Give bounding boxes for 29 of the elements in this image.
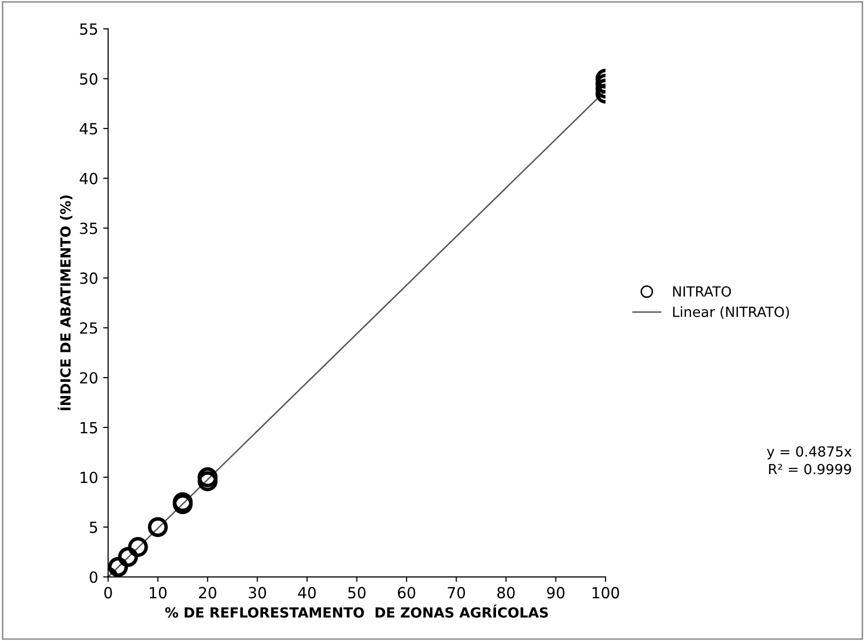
x-tick-label: 10 [150, 586, 167, 598]
y-tick-label: 20 [80, 372, 98, 384]
y-tick-label: 55 [80, 24, 98, 35]
text: R² = 0.9999 [769, 464, 852, 474]
y-tick-label: 45 [80, 123, 98, 135]
x-tick-label: 50 [348, 586, 366, 598]
x-tick-label: 0 [104, 586, 112, 598]
x-tick-label: 100 [592, 586, 620, 598]
y-tick-label: 35 [80, 222, 98, 234]
legend-label: Linear (NITRATO) [673, 306, 789, 319]
x-tick-label: 60 [398, 586, 416, 598]
y-tick-label: 0 [90, 571, 98, 583]
y-axis-title: ÍNDICE DE ABATIMENTO (%) [58, 195, 72, 410]
y-tick-label: 40 [80, 172, 98, 184]
x-tick-label: 40 [298, 586, 316, 598]
legend-label: NITRATO [673, 286, 731, 297]
x-tick-label: 20 [199, 586, 216, 598]
y-tick-label: 5 [90, 522, 98, 534]
y-tick-label: 15 [80, 422, 98, 434]
y-tick-label: 50 [80, 73, 98, 85]
x-tick-label: 80 [497, 586, 515, 598]
x-tick-label: 90 [547, 586, 564, 598]
x-tick-label: 70 [448, 586, 465, 598]
y-tick-label: 30 [80, 272, 98, 284]
x-axis-title: % DE REFLORESTAMENTO DE ZONAS AGRÍCOLAS [165, 604, 548, 618]
x-tick-label: 30 [248, 586, 266, 598]
y-tick-label: 10 [80, 472, 98, 484]
y-tick-label: 25 [80, 322, 98, 334]
text: y = 0.4875x [766, 446, 852, 460]
